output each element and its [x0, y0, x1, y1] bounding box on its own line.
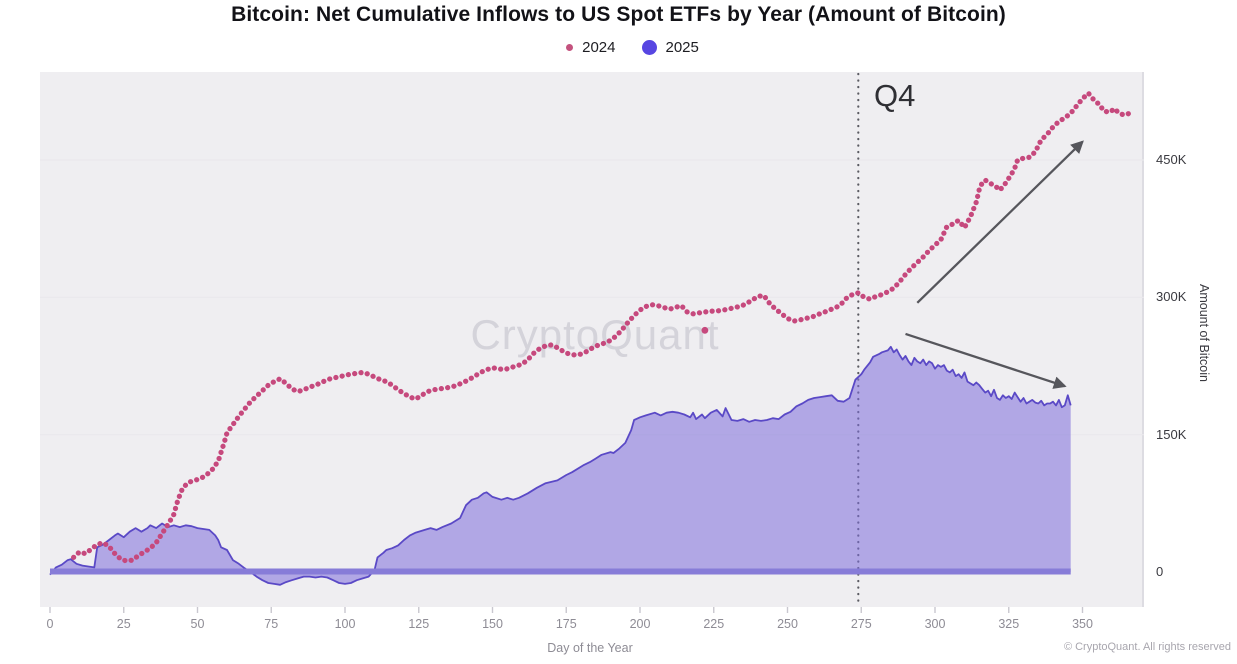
x-axis-ticks: 0 25 50 75 100 125 150 175 200 225 250 275 300 325 350 — [0, 617, 1237, 633]
area-line-2025 — [49, 345, 1072, 586]
legend-marker-2024-icon — [566, 43, 574, 51]
legend-marker-2025-icon — [641, 39, 657, 55]
x-tick-label: 225 — [703, 617, 725, 631]
x-axis-title: Day of the Year — [547, 641, 633, 655]
q4-annotation: Q4 — [874, 78, 916, 113]
outlier-dot-2024 — [701, 326, 709, 334]
x-tick-label: 325 — [998, 617, 1020, 631]
dotted-series-2024 — [71, 90, 1133, 564]
x-tick-label: 25 — [116, 617, 131, 631]
x-tick-label: 0 — [46, 617, 54, 631]
area-series-2025 — [50, 346, 1071, 585]
y-axis-title: Amount of Bitcoin — [1197, 284, 1211, 382]
legend-item-2024[interactable]: 2024 — [566, 38, 616, 56]
trend-arrow-up — [916, 140, 1084, 304]
x-tick-label: 125 — [408, 617, 430, 631]
chart-title: Bitcoin: Net Cumulative Inflows to US Sp… — [231, 3, 1006, 26]
trend-arrow-down — [905, 332, 1067, 389]
x-tick-label: 75 — [264, 617, 279, 631]
copyright-notice: © CryptoQuant. All rights reserved — [1063, 641, 1231, 653]
x-tick-label: 275 — [850, 617, 872, 631]
x-tick-label: 150 — [482, 617, 503, 631]
x-tick-label: 175 — [555, 617, 577, 631]
x-tick-label: 200 — [629, 617, 651, 631]
legend-label-2024: 2024 — [582, 38, 616, 56]
x-tick-label: 350 — [1072, 617, 1093, 631]
x-tick-label: 50 — [190, 617, 205, 631]
x-tick-label: 300 — [924, 617, 946, 631]
legend-item-2025[interactable]: 2025 — [641, 38, 699, 56]
x-tick-label: 100 — [334, 617, 356, 631]
legend: 2024 2025 — [14, 35, 1237, 59]
x-tick-label: 250 — [777, 617, 798, 631]
watermark: CryptoQuant — [470, 311, 720, 358]
legend-label-2025: 2025 — [665, 38, 699, 56]
